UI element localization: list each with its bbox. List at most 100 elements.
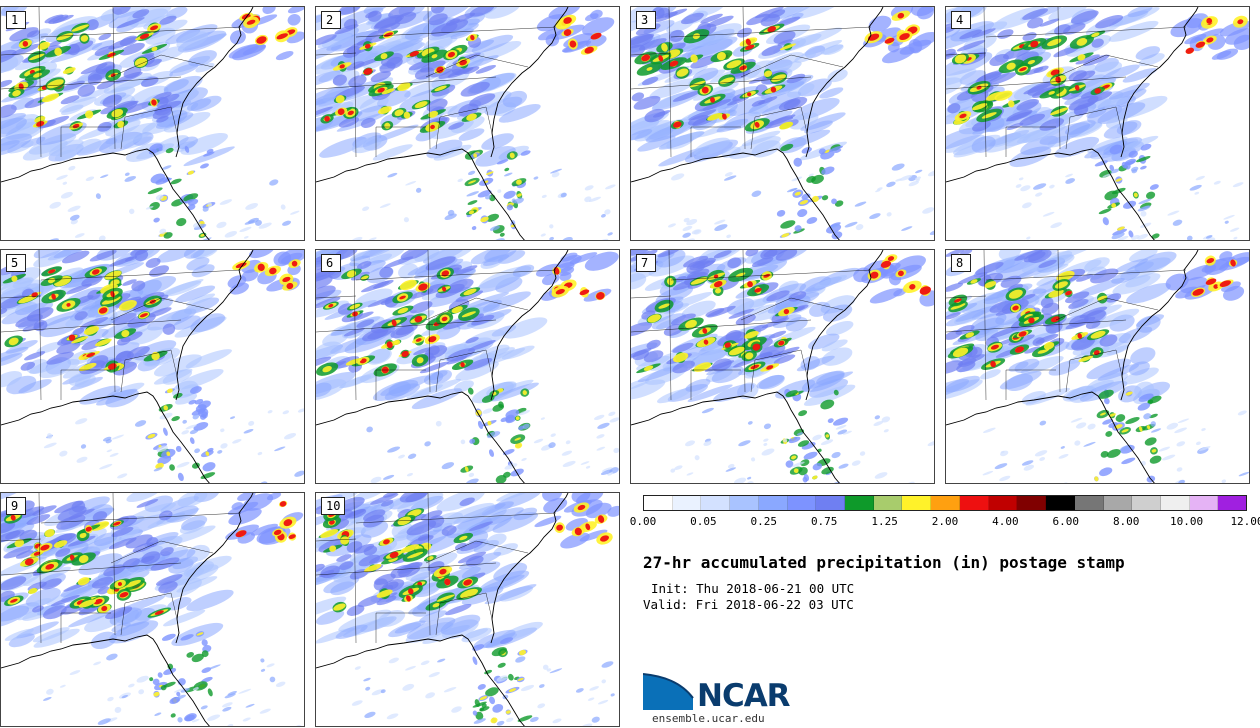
precip-cell xyxy=(905,481,915,483)
precip-cell xyxy=(450,115,485,134)
precip-cell xyxy=(116,17,145,29)
precip-cell xyxy=(388,7,416,19)
precip-cell xyxy=(71,336,89,344)
precip-cell xyxy=(1166,422,1179,430)
precip-cell xyxy=(191,462,200,469)
precip-cell xyxy=(631,129,653,141)
precip-cell xyxy=(154,712,162,716)
precip-cell xyxy=(880,260,892,268)
precip-cell xyxy=(601,467,613,472)
state-boundary xyxy=(110,54,214,78)
ncar-logo-icon xyxy=(643,673,694,710)
precip-cell xyxy=(343,327,365,337)
precip-cell xyxy=(1104,97,1129,108)
precip-cell xyxy=(287,14,301,26)
precip-cell xyxy=(505,710,511,714)
state-boundary xyxy=(985,26,1187,38)
precip-cell xyxy=(405,665,416,671)
precip-cell xyxy=(461,627,492,643)
precip-cell xyxy=(32,505,57,516)
precip-cell xyxy=(445,18,461,26)
precip-cell xyxy=(354,666,361,670)
colorbar-tick-label: 0.75 xyxy=(810,515,838,528)
precip-cell xyxy=(430,124,435,130)
state-boundary xyxy=(40,26,242,38)
precip-cell xyxy=(364,711,376,718)
precip-cell xyxy=(702,327,708,334)
precip-cell xyxy=(63,40,94,55)
precip-cell xyxy=(472,644,485,651)
precip-cell xyxy=(1,493,24,503)
precip-cell xyxy=(1106,293,1122,303)
precip-cell xyxy=(427,286,473,308)
precip-cell xyxy=(407,453,417,459)
precip-cell xyxy=(972,120,991,132)
precip-cell xyxy=(584,185,594,191)
state-boundary xyxy=(946,319,1127,333)
precip-cell xyxy=(155,112,194,129)
precip-cell xyxy=(388,657,399,664)
precip-cell xyxy=(1108,82,1150,100)
precip-cell xyxy=(1106,115,1128,129)
precip-cell xyxy=(1039,118,1065,131)
precip-cell xyxy=(796,355,835,372)
precip-cell xyxy=(147,433,156,439)
state-boundary xyxy=(40,512,242,524)
precip-cell xyxy=(473,629,516,649)
precip-cell xyxy=(811,195,819,203)
precip-cell xyxy=(550,433,556,437)
precip-cell xyxy=(1015,184,1022,188)
precip-cell xyxy=(185,424,197,430)
state-boundary xyxy=(1065,349,1123,393)
precip-cell xyxy=(1237,410,1247,416)
precip-cell xyxy=(1039,18,1060,27)
precip-cell xyxy=(1106,449,1121,458)
precip-cell xyxy=(886,181,896,188)
precip-cell xyxy=(660,131,703,149)
precip-cell xyxy=(33,551,41,556)
precip-cell xyxy=(173,393,183,399)
precip-cell xyxy=(220,443,228,449)
precip-cell xyxy=(1042,211,1055,217)
precip-cell xyxy=(686,219,698,226)
precip-cell xyxy=(222,706,232,712)
precip-cell xyxy=(191,718,200,723)
precip-cell xyxy=(419,361,449,374)
precip-cell xyxy=(1006,62,1016,70)
precip-cell xyxy=(1206,37,1214,43)
member-map-panel: 5 xyxy=(0,249,305,484)
precip-cell xyxy=(989,300,1013,313)
precip-cell xyxy=(764,116,794,129)
precip-cell xyxy=(561,237,573,240)
precip-cell xyxy=(395,324,418,336)
precip-cell xyxy=(115,621,150,637)
precip-cell xyxy=(514,437,522,441)
precip-cell xyxy=(368,250,405,264)
precip-cell xyxy=(169,464,175,471)
precip-cell xyxy=(17,603,63,621)
precip-cell xyxy=(222,702,233,708)
precip-cell xyxy=(1005,111,1032,122)
precip-cell xyxy=(467,387,474,395)
precip-cell xyxy=(1076,274,1094,282)
precip-cell xyxy=(631,322,653,337)
precip-cell xyxy=(819,87,844,99)
precip-cell xyxy=(745,38,751,46)
precip-cell xyxy=(808,333,840,350)
state-boundary xyxy=(690,369,741,400)
precip-cell xyxy=(972,103,988,111)
precip-cell xyxy=(362,328,389,342)
precip-cell xyxy=(80,444,87,449)
precip-cell xyxy=(1122,367,1159,385)
precip-cell xyxy=(827,418,834,423)
precip-cell xyxy=(112,312,137,325)
precip-cell xyxy=(163,232,173,239)
state-boundary xyxy=(427,250,431,393)
precip-cell xyxy=(1176,467,1183,472)
precip-cell xyxy=(245,703,255,708)
precip-cell xyxy=(269,676,276,683)
precip-cell xyxy=(61,250,90,264)
precip-cell xyxy=(1074,85,1080,91)
precip-cell xyxy=(690,54,698,63)
precip-cell xyxy=(378,106,392,115)
